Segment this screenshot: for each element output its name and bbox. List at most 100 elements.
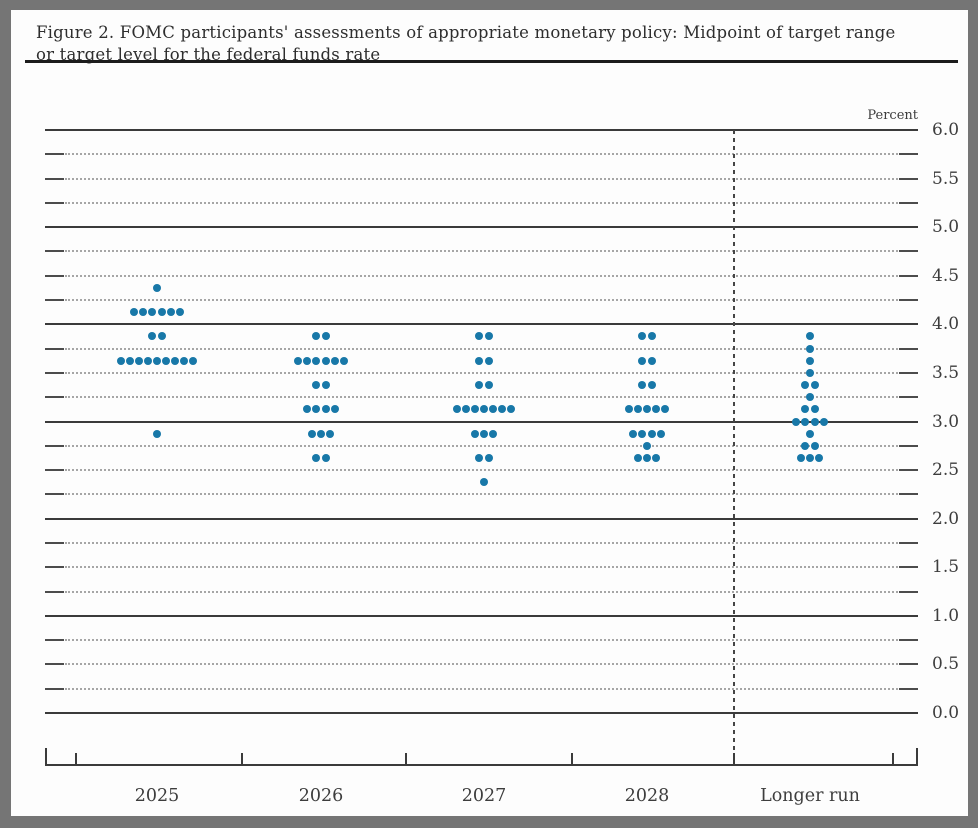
participant-dot (134, 356, 143, 365)
participant-dot (638, 332, 647, 341)
participant-dot (125, 356, 134, 365)
x-axis-tick (571, 753, 573, 764)
participant-dot (652, 453, 661, 462)
y-axis-label: 2.0 (932, 508, 960, 529)
x-axis-line (45, 764, 918, 766)
participant-dot (633, 405, 642, 414)
participant-dot (321, 381, 330, 390)
y-axis-label: 4.5 (932, 265, 960, 286)
participant-dot (153, 283, 161, 292)
participant-dot (633, 453, 642, 462)
title-rule (25, 60, 958, 63)
longer-run-separator (733, 130, 735, 764)
participant-dot (806, 453, 814, 462)
participant-dot (810, 417, 819, 426)
y-axis-label: 3.5 (932, 362, 960, 383)
y-axis-label: 1.0 (932, 605, 960, 626)
gridline-minor (65, 639, 898, 642)
participant-dot (815, 453, 824, 462)
x-axis-category-label: 2026 (298, 786, 344, 806)
participant-dot (139, 308, 148, 317)
gridline-minor (65, 541, 898, 544)
participant-dot (480, 478, 488, 487)
y-tick-right (899, 687, 918, 690)
gridline-minor (65, 274, 898, 277)
gridline-minor (65, 371, 898, 374)
y-tick-left (45, 250, 64, 253)
y-axis-label: 6.0 (932, 120, 960, 140)
participant-dot (810, 441, 819, 450)
y-tick-left (45, 299, 64, 302)
participant-dot (652, 405, 661, 414)
x-axis-category-label: 2027 (461, 786, 507, 806)
y-tick-right (899, 274, 918, 277)
gridline-major (45, 323, 918, 326)
y-axis-label: 1.5 (932, 557, 960, 578)
participant-dot (475, 453, 484, 462)
participant-dot (801, 417, 810, 426)
participant-dot (461, 405, 470, 414)
participant-dot (792, 417, 801, 426)
participant-dot (321, 332, 330, 341)
x-axis-tick (892, 753, 894, 764)
participant-dot (638, 356, 647, 365)
participant-dot (339, 356, 348, 365)
participant-dot (475, 356, 484, 365)
gridline-major (45, 517, 918, 520)
participant-dot (475, 332, 484, 341)
participant-dot (647, 429, 656, 438)
y-tick-right (899, 541, 918, 544)
participant-dot (643, 441, 651, 450)
participant-dot (484, 356, 493, 365)
gridline-minor (65, 177, 898, 180)
x-axis-tick (733, 753, 735, 764)
participant-dot (810, 381, 819, 390)
participant-dot (153, 356, 161, 365)
participant-dot (480, 405, 488, 414)
y-tick-left (45, 663, 64, 666)
x-axis-tick (405, 753, 407, 764)
gridline-minor (65, 590, 898, 593)
y-tick-left (45, 347, 64, 350)
gridline-minor (65, 250, 898, 253)
y-tick-right (899, 590, 918, 593)
y-tick-right (899, 639, 918, 642)
participant-dot (317, 429, 325, 438)
y-tick-left (45, 274, 64, 277)
gridline-minor (65, 396, 898, 399)
y-axis-label: 4.0 (932, 314, 960, 335)
participant-dot (116, 356, 125, 365)
participant-dot (480, 429, 488, 438)
y-axis-label: 0.5 (932, 654, 960, 675)
participant-dot (624, 405, 633, 414)
y-tick-left (45, 201, 64, 204)
participant-dot (643, 405, 651, 414)
participant-dot (806, 393, 814, 402)
participant-dot (470, 429, 479, 438)
y-tick-right (899, 566, 918, 569)
y-tick-left (45, 590, 64, 593)
participant-dot (484, 381, 493, 390)
participant-dot (171, 356, 180, 365)
participant-dot (175, 308, 184, 317)
participant-dot (806, 429, 814, 438)
x-axis-tick (75, 753, 77, 764)
participant-dot (806, 368, 814, 377)
participant-dot (162, 356, 171, 365)
participant-dot (326, 429, 335, 438)
x-axis-category-label: 2028 (624, 786, 670, 806)
gridline-major (45, 226, 918, 229)
participant-dot (661, 405, 670, 414)
participant-dot (638, 381, 647, 390)
y-axis-unit-label: Percent (867, 108, 918, 123)
y-tick-left (45, 639, 64, 642)
y-axis-label: 0.0 (932, 703, 960, 723)
participant-dot (157, 332, 166, 341)
y-tick-right (899, 177, 918, 180)
participant-dot (801, 441, 810, 450)
y-tick-left (45, 177, 64, 180)
y-tick-right (899, 663, 918, 666)
participant-dot (647, 332, 656, 341)
